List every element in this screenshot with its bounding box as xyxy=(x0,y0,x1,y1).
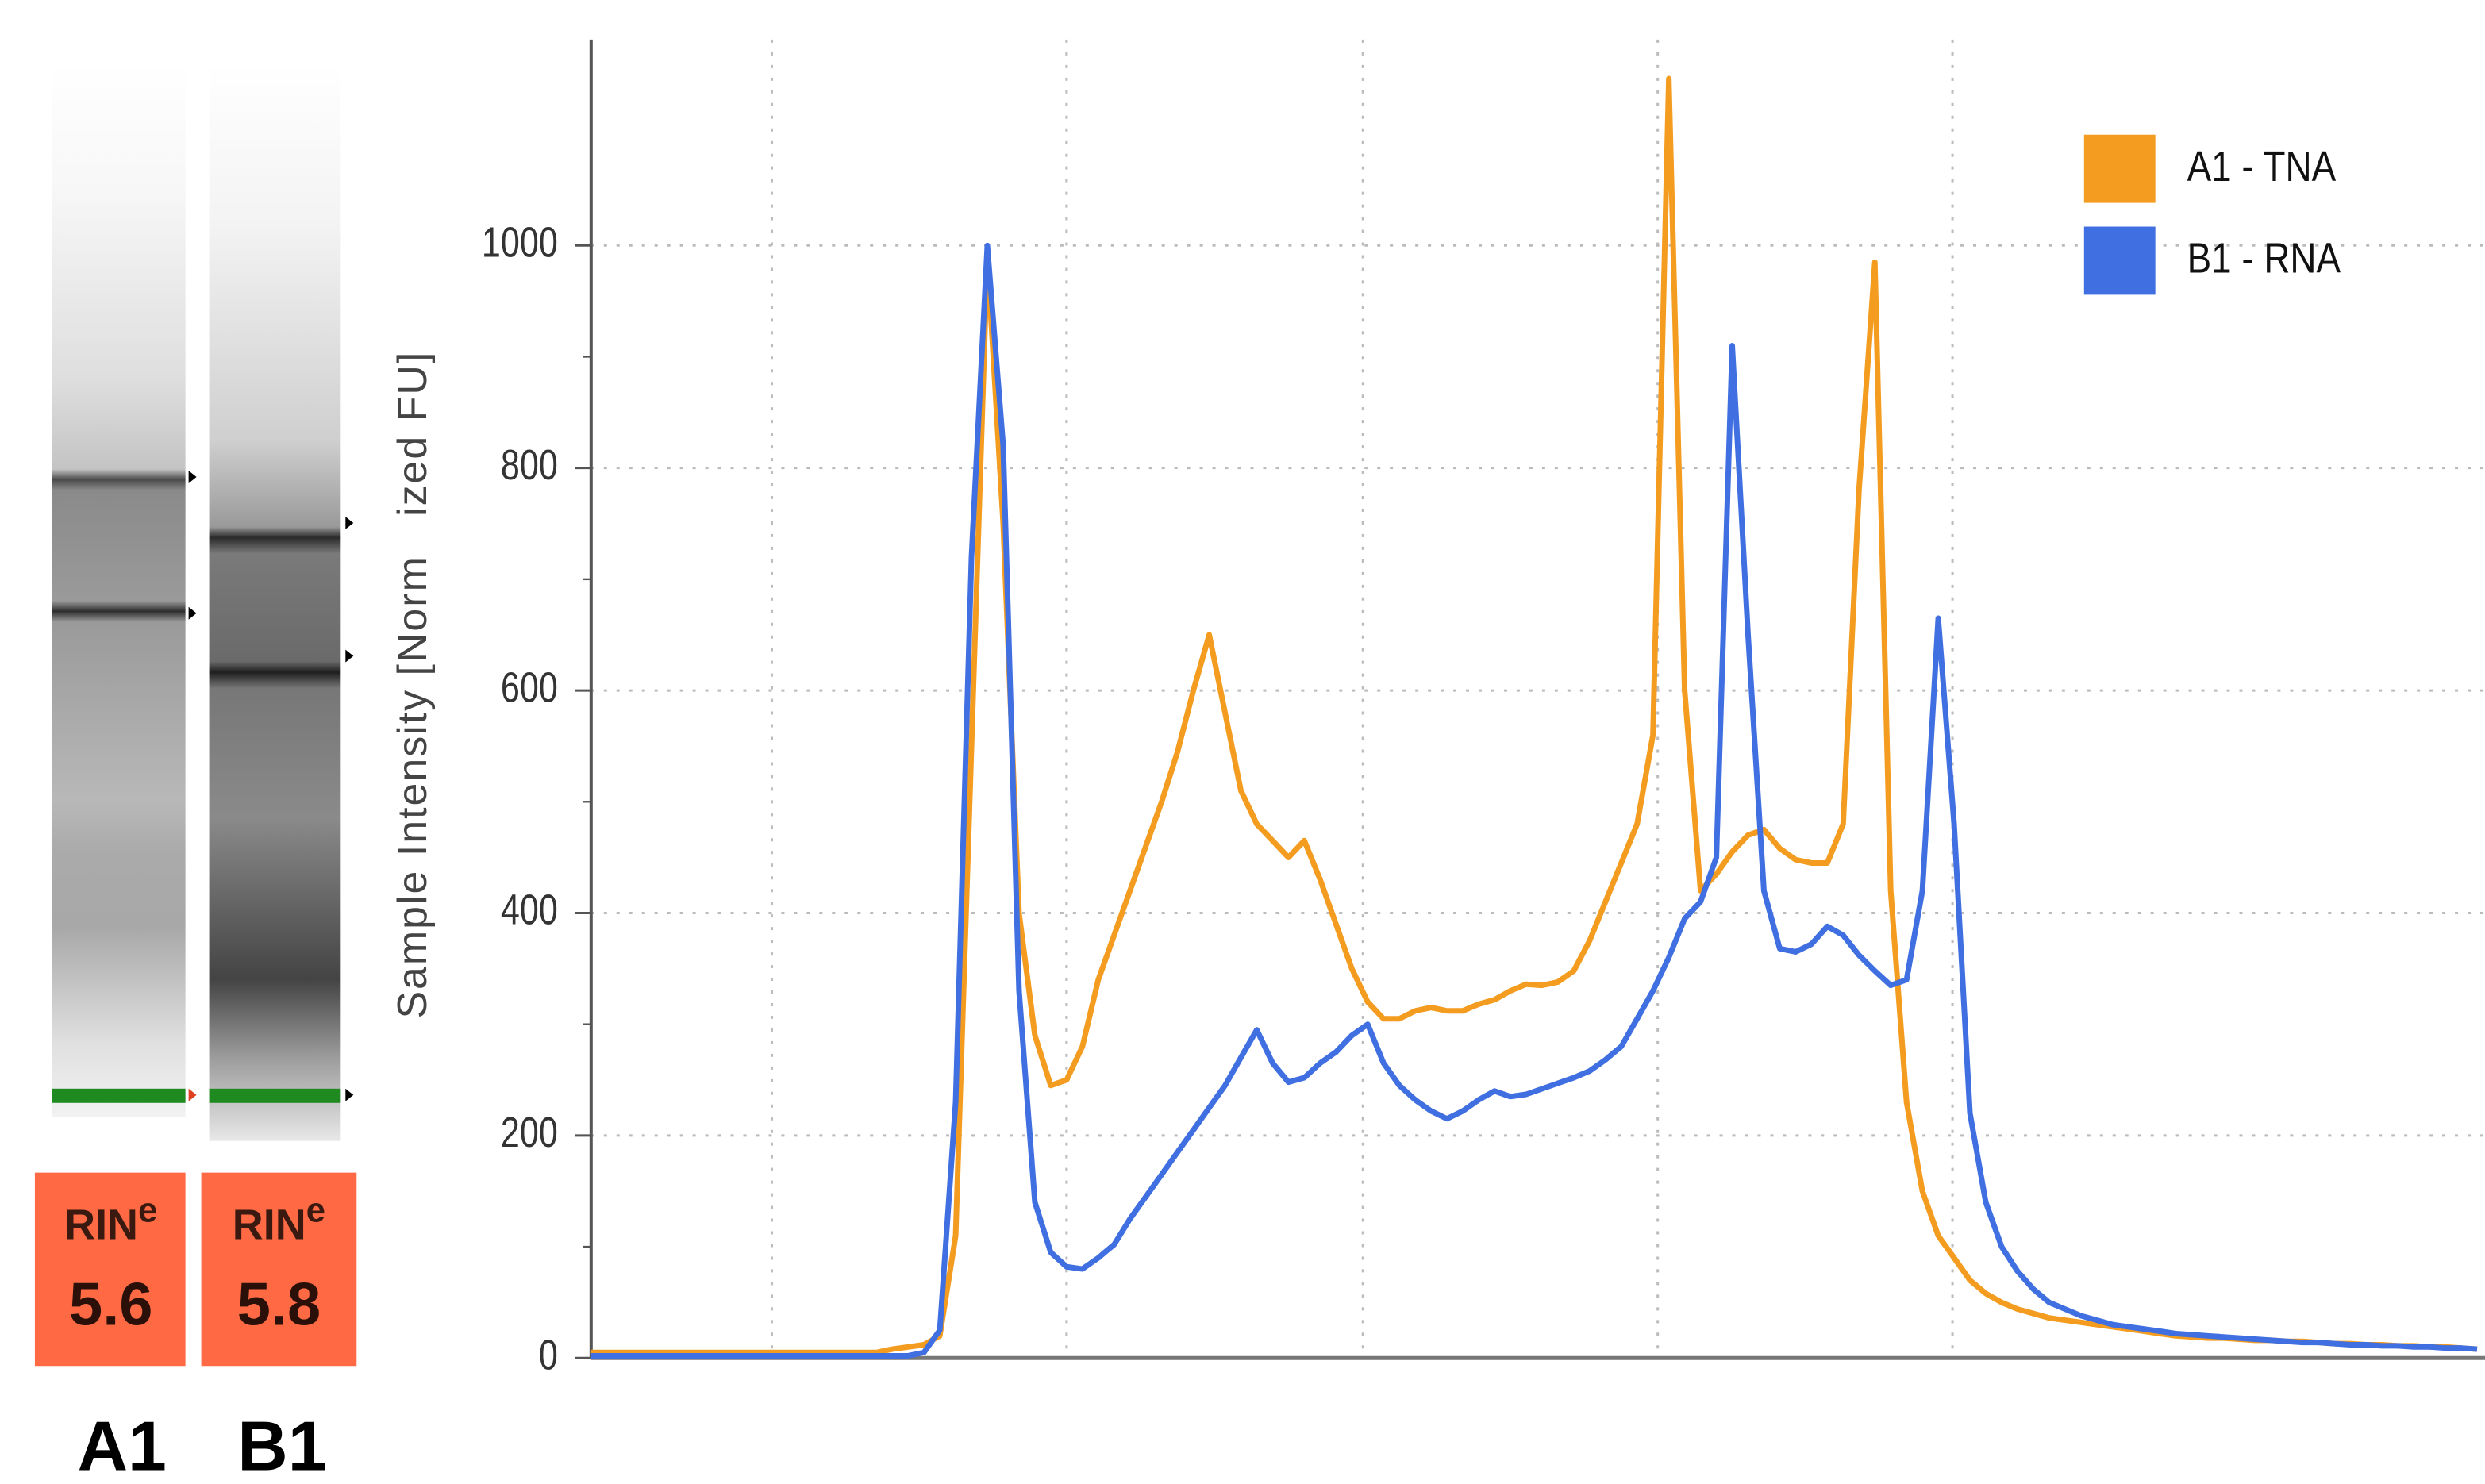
y-tick-label: 800 xyxy=(501,441,558,489)
y-tick-label: 0 xyxy=(539,1332,558,1379)
rin-word: RIN xyxy=(64,1201,138,1249)
rin-value: 5.6 xyxy=(69,1271,152,1338)
lane-label: B1 xyxy=(237,1406,326,1484)
marker-band xyxy=(52,1089,186,1103)
legend-swatch xyxy=(2084,227,2156,295)
y-tick-label: 200 xyxy=(501,1109,558,1157)
rin-box: RINe 5.8 xyxy=(202,1173,357,1367)
legend-label: A1 - TNA xyxy=(2187,142,2337,190)
rin-superscript: e xyxy=(138,1190,157,1229)
rin-box: RINe 5.6 xyxy=(35,1173,186,1367)
y-axis-label: Sample Intensity [Norm ized FU] xyxy=(390,351,436,1019)
gel-lane xyxy=(52,63,186,1117)
figure: RINe 5.6 RINe 5.8 A1 B1 Sample Intensity… xyxy=(0,0,2485,1484)
legend-swatch xyxy=(2084,135,2156,203)
gel-image xyxy=(52,63,353,1141)
y-tick-label: 600 xyxy=(501,664,558,712)
legend-label: B1 - RNA xyxy=(2187,234,2341,282)
lane-label: A1 xyxy=(78,1406,167,1484)
gel-lane xyxy=(210,63,341,1141)
marker-band xyxy=(210,1089,341,1103)
page: {"lanes": [ {"label": "A1", "rin_word": … xyxy=(0,0,2485,1484)
band-marker xyxy=(189,1089,197,1101)
y-tick-label: 400 xyxy=(501,886,558,934)
data-line xyxy=(591,245,2477,1355)
rin-value: 5.8 xyxy=(237,1271,321,1338)
y-tick-label: 1000 xyxy=(482,219,558,267)
chart: Sample Intensity [Norm ized FU] 0 200 400 6… xyxy=(390,40,2485,1379)
rin-superscript: e xyxy=(306,1190,325,1229)
rin-word: RIN xyxy=(233,1201,306,1249)
